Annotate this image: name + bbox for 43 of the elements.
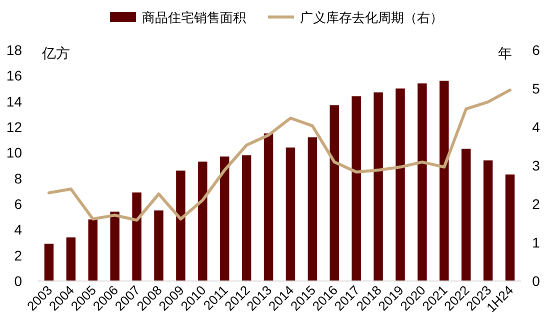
y-tick-label: 2 — [14, 247, 22, 264]
y2-tick-label: 1 — [532, 234, 540, 250]
bar — [308, 137, 318, 281]
bar — [440, 80, 449, 281]
bar — [330, 105, 339, 281]
y-tick-label: 4 — [14, 222, 22, 238]
bar — [418, 83, 427, 281]
y2-tick-label: 4 — [532, 119, 540, 135]
y2-tick-label: 2 — [532, 196, 540, 212]
y-tick-label: 18 — [6, 42, 22, 58]
bar — [198, 162, 208, 281]
y2-tick-label: 0 — [532, 273, 540, 289]
bar — [396, 88, 405, 281]
y2-axis-title: 年 — [498, 45, 512, 61]
bar — [154, 210, 164, 281]
bar — [264, 133, 274, 281]
bar — [220, 156, 230, 281]
bar — [505, 174, 515, 281]
legend-label: 广义库存去化周期（右） — [300, 10, 443, 25]
bar — [132, 192, 142, 281]
y-tick-label: 14 — [6, 93, 22, 110]
bar — [44, 244, 54, 281]
bar — [286, 148, 296, 281]
y2-tick-label: 3 — [532, 158, 540, 174]
bar — [66, 237, 76, 281]
y-tick-label: 6 — [14, 196, 22, 212]
bar — [110, 212, 120, 281]
bar — [88, 219, 98, 281]
y2-tick-label: 6 — [532, 42, 540, 58]
y-tick-label: 8 — [14, 170, 22, 186]
bar — [462, 148, 471, 281]
y-tick-label: 10 — [6, 144, 22, 161]
bar — [374, 92, 383, 281]
bar — [242, 155, 252, 281]
legend-label: 商品住宅销售面积 — [142, 10, 246, 25]
y-axis-title: 亿方 — [41, 45, 70, 61]
bar — [176, 170, 186, 281]
y-tick-label: 12 — [6, 119, 22, 135]
y-tick-label: 16 — [6, 68, 22, 84]
bar — [352, 96, 361, 281]
bar — [483, 160, 493, 281]
y2-tick-label: 5 — [532, 80, 540, 96]
y-tick-label: 0 — [14, 273, 22, 289]
